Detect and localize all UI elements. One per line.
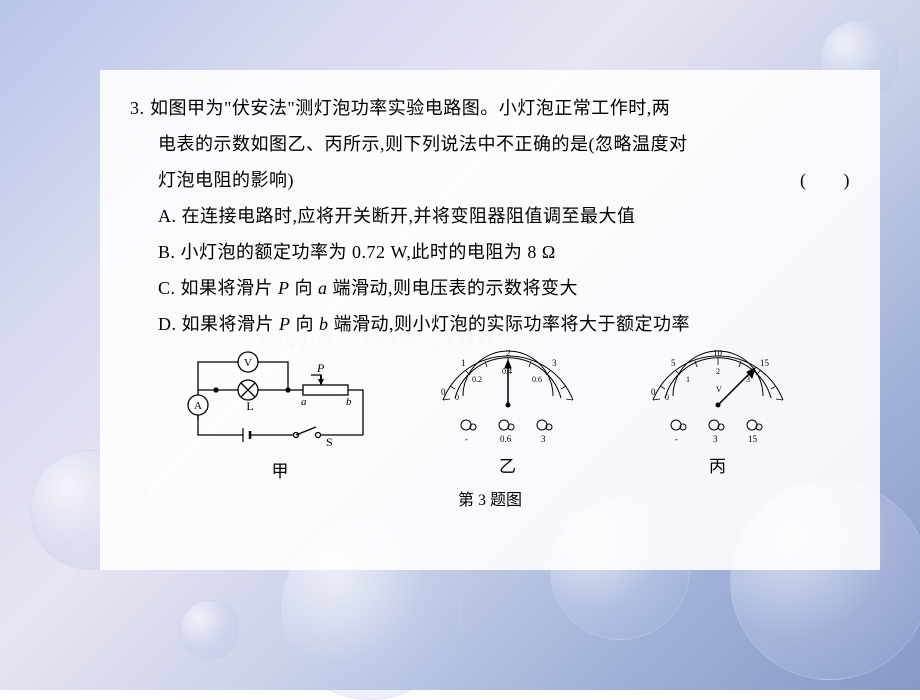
svg-text:0.6: 0.6 <box>532 375 542 384</box>
svg-text:1: 1 <box>686 375 690 384</box>
circuit-diagram: V A L <box>183 350 378 450</box>
content-panel: 3.如图甲为"伏安法"测灯泡功率实验电路图。小灯泡正常工作时,两 电表的示数如图… <box>100 70 880 570</box>
svg-text:A: A <box>194 400 202 412</box>
answer-bracket: ( ) <box>800 162 850 198</box>
svg-text:b: b <box>346 396 352 408</box>
variable-p: P <box>278 278 290 298</box>
question-line-1: 3.如图甲为"伏安法"测灯泡功率实验电路图。小灯泡正常工作时,两 <box>130 90 850 126</box>
bubble-decoration <box>180 600 240 660</box>
svg-text:15: 15 <box>760 358 770 368</box>
svg-text:10: 10 <box>713 350 723 358</box>
option-c-text: 向 <box>290 278 319 298</box>
option-d-text: 向 <box>291 314 320 334</box>
svg-text:0.2: 0.2 <box>472 375 482 384</box>
svg-text:0: 0 <box>651 387 656 397</box>
svg-text:a: a <box>301 396 307 408</box>
svg-text:1: 1 <box>461 358 466 368</box>
option-b: B. 小灯泡的额定功率为 0.72 W,此时的电阻为 8 Ω <box>130 234 850 270</box>
voltmeter-diagram: 0 5 10 15 0 1 2 3 V - <box>638 350 798 445</box>
svg-text:5: 5 <box>671 358 676 368</box>
question-line-3: 灯泡电阻的影响) ( ) <box>130 162 850 198</box>
question-text-1: 如图甲为"伏安法"测灯泡功率实验电路图。小灯泡正常工作时,两 <box>150 98 670 118</box>
option-d: D. 如果将滑片 P 向 b 端滑动,则小灯泡的实际功率将大于额定功率 <box>130 306 850 342</box>
svg-text:0: 0 <box>441 387 446 397</box>
question-number: 3. <box>130 90 150 126</box>
option-c-text: 端滑动,则电压表的示数将变大 <box>328 278 579 298</box>
variable-b: b <box>319 314 329 334</box>
svg-text:3: 3 <box>541 434 546 444</box>
variable-p: P <box>279 314 291 334</box>
figure-voltmeter: 0 5 10 15 0 1 2 3 V - <box>638 350 798 482</box>
svg-text:L: L <box>246 399 253 413</box>
voltmeter-caption: 丙 <box>638 452 798 477</box>
option-d-text: 端滑动,则小灯泡的实际功率将大于额定功率 <box>329 314 691 334</box>
main-caption: 第 3 题图 <box>130 486 850 510</box>
option-a: A. 在连接电路时,应将开关断开,并将变阻器阻值调至最大值 <box>130 198 850 234</box>
svg-text:V: V <box>244 357 252 369</box>
svg-text:-: - <box>675 434 678 444</box>
ammeter-diagram: 0 1 2 3 0 0.2 0.4 0.6 <box>428 350 588 445</box>
svg-text:V: V <box>716 385 722 394</box>
svg-text:0.6: 0.6 <box>500 434 512 444</box>
figures-row: V A L <box>130 350 850 482</box>
option-d-text: D. 如果将滑片 <box>158 314 279 334</box>
svg-text:15: 15 <box>748 434 758 444</box>
svg-text:-: - <box>465 434 468 444</box>
question-line-2: 电表的示数如图乙、丙所示,则下列说法中不正确的是(忽略温度对 <box>130 126 850 162</box>
svg-text:2: 2 <box>716 367 720 376</box>
svg-text:0: 0 <box>455 393 459 402</box>
svg-text:0: 0 <box>665 393 669 402</box>
svg-text:3: 3 <box>713 434 718 444</box>
svg-text:S: S <box>326 435 333 449</box>
variable-a: a <box>318 278 328 298</box>
option-c: C. 如果将滑片 P 向 a 端滑动,则电压表的示数将变大 <box>130 270 850 306</box>
svg-text:2: 2 <box>506 350 511 358</box>
svg-text:3: 3 <box>552 358 557 368</box>
circuit-caption: 甲 <box>183 457 378 482</box>
figure-circuit: V A L <box>183 350 378 482</box>
ammeter-caption: 乙 <box>428 452 588 477</box>
svg-text:P: P <box>316 361 325 375</box>
option-c-text: C. 如果将滑片 <box>158 278 278 298</box>
question-text-3: 灯泡电阻的影响) <box>158 170 294 190</box>
figure-ammeter: 0 1 2 3 0 0.2 0.4 0.6 <box>428 350 588 482</box>
